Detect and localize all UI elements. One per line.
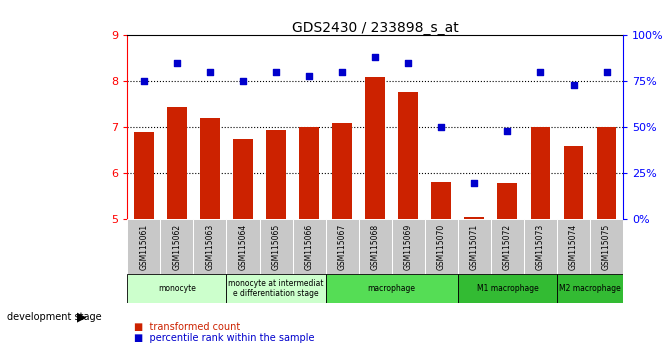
Bar	[392, 219, 425, 274]
Point	[304, 73, 314, 79]
Bar	[358, 219, 392, 274]
Bar	[399, 92, 418, 219]
Text: ■  percentile rank within the sample: ■ percentile rank within the sample	[134, 333, 314, 343]
Text: GSM115066: GSM115066	[305, 224, 314, 270]
Bar	[464, 217, 484, 219]
Point	[601, 69, 612, 75]
Bar	[127, 219, 160, 274]
Bar	[557, 219, 590, 274]
Text: ▶: ▶	[77, 310, 86, 323]
Text: GSM115073: GSM115073	[536, 224, 545, 270]
Text: monocyte: monocyte	[158, 284, 196, 293]
Bar	[431, 182, 451, 219]
Text: GDS2430 / 233898_s_at: GDS2430 / 233898_s_at	[292, 21, 458, 35]
Point	[271, 69, 281, 75]
Text: macrophage: macrophage	[368, 284, 415, 293]
Bar	[491, 219, 524, 274]
Bar	[127, 274, 226, 303]
Bar	[332, 123, 352, 219]
Point	[502, 128, 513, 134]
Text: GSM115067: GSM115067	[338, 224, 346, 270]
Text: GSM115068: GSM115068	[371, 224, 380, 270]
Text: development stage: development stage	[7, 312, 101, 322]
Bar	[299, 127, 319, 219]
Point	[139, 79, 149, 84]
Bar	[233, 139, 253, 219]
Bar	[200, 118, 220, 219]
Bar	[326, 274, 458, 303]
Point	[172, 60, 182, 66]
Point	[403, 60, 413, 66]
Text: GSM115061: GSM115061	[139, 224, 148, 270]
Text: GSM115072: GSM115072	[503, 224, 512, 270]
Bar	[458, 274, 557, 303]
Point	[204, 69, 215, 75]
Text: GSM115070: GSM115070	[437, 224, 446, 270]
Text: GSM115071: GSM115071	[470, 224, 479, 270]
Bar	[563, 146, 584, 219]
Bar	[557, 274, 623, 303]
Bar	[266, 130, 286, 219]
Bar	[524, 219, 557, 274]
Text: GSM115063: GSM115063	[206, 224, 214, 270]
Text: GSM115065: GSM115065	[271, 224, 281, 270]
Bar	[365, 77, 385, 219]
Text: GSM115069: GSM115069	[404, 224, 413, 270]
Point	[238, 79, 249, 84]
Text: ■  transformed count: ■ transformed count	[134, 322, 241, 332]
Bar	[425, 219, 458, 274]
Bar	[458, 219, 491, 274]
Point	[370, 55, 381, 60]
Text: GSM115074: GSM115074	[569, 224, 578, 270]
Text: monocyte at intermediat
e differentiation stage: monocyte at intermediat e differentiatio…	[228, 279, 324, 298]
Point	[337, 69, 348, 75]
Bar	[531, 127, 550, 219]
Bar	[498, 183, 517, 219]
Point	[568, 82, 579, 88]
Text: GSM115064: GSM115064	[239, 224, 247, 270]
Text: M1 macrophage: M1 macrophage	[476, 284, 538, 293]
Point	[535, 69, 546, 75]
Bar	[590, 219, 623, 274]
Point	[469, 180, 480, 185]
Bar	[194, 219, 226, 274]
Bar	[597, 127, 616, 219]
Bar	[160, 219, 194, 274]
Bar	[226, 219, 259, 274]
Bar	[326, 219, 358, 274]
Text: GSM115075: GSM115075	[602, 224, 611, 270]
Bar	[226, 274, 326, 303]
Bar	[134, 132, 153, 219]
Bar	[293, 219, 326, 274]
Bar	[167, 107, 187, 219]
Text: GSM115062: GSM115062	[172, 224, 182, 270]
Text: M2 macrophage: M2 macrophage	[559, 284, 621, 293]
Bar	[259, 219, 293, 274]
Point	[436, 125, 447, 130]
